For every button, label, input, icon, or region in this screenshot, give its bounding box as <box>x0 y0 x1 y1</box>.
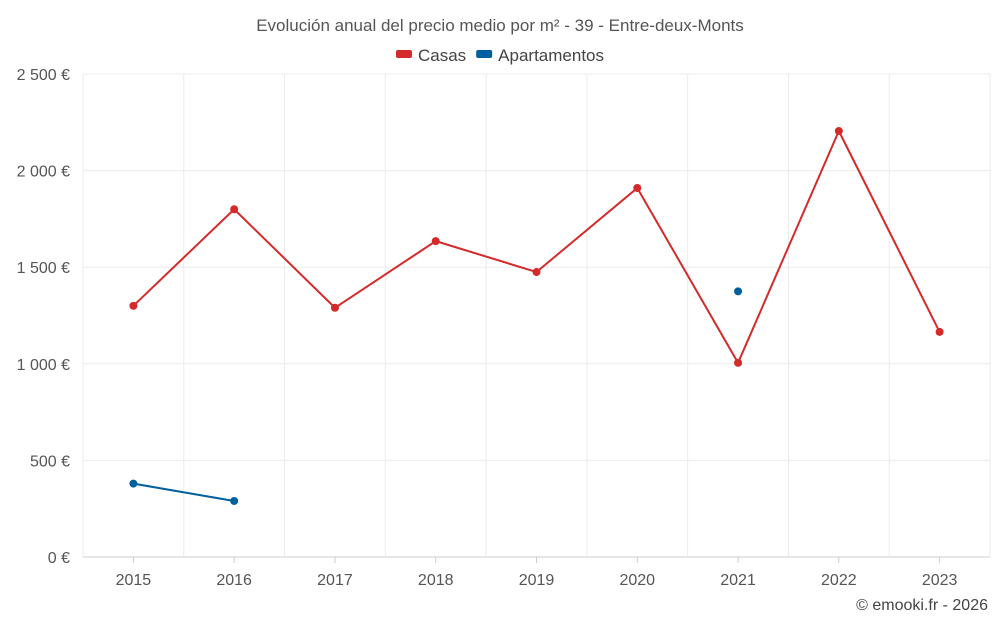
x-tick-label: 2017 <box>317 572 353 589</box>
legend-item-casas[interactable]: Casas <box>395 46 466 65</box>
legend-label-casas: Casas <box>418 46 466 65</box>
y-tick-label: 1 500 € <box>17 260 70 277</box>
series-line-casas <box>132 129 941 364</box>
y-tick-label: 0 € <box>48 550 70 567</box>
data-point-apartamentos-2015[interactable] <box>129 479 138 488</box>
data-point-apartamentos-2016[interactable] <box>230 496 239 505</box>
legend-swatch-apartamentos <box>476 50 493 58</box>
x-tick-label: 2022 <box>821 572 857 589</box>
series-lines <box>132 129 941 502</box>
legend-swatch-casas <box>395 50 412 58</box>
data-point-casas-2023[interactable] <box>935 327 944 336</box>
data-point-casas-2016[interactable] <box>230 205 239 214</box>
grid <box>82 73 991 558</box>
x-tick-label: 2015 <box>116 572 152 589</box>
legend: Casas Apartamentos <box>395 46 604 65</box>
data-point-casas-2015[interactable] <box>129 301 138 310</box>
data-point-casas-2020[interactable] <box>633 183 642 192</box>
data-point-casas-2018[interactable] <box>431 237 440 246</box>
y-tick-label: 1 000 € <box>17 357 70 374</box>
x-tick-label: 2020 <box>619 572 655 589</box>
series-line-apartamentos <box>133 482 235 502</box>
data-point-casas-2017[interactable] <box>330 303 339 312</box>
data-point-casas-2022[interactable] <box>834 126 843 135</box>
data-point-casas-2019[interactable] <box>532 268 541 277</box>
x-tick-label: 2016 <box>216 572 252 589</box>
y-axis: 0 € 500 € 1 000 € 1 500 € 2 000 € 2 500 € <box>17 67 70 567</box>
series-points <box>129 126 944 505</box>
legend-item-apartamentos[interactable]: Apartamentos <box>476 46 604 65</box>
data-point-apartamentos-2021[interactable] <box>734 287 743 296</box>
chart-title: Evolución anual del precio medio por m² … <box>256 16 744 35</box>
x-axis: 2015 2016 2017 2018 2019 2020 2021 2022 2023 <box>116 557 958 589</box>
y-tick-label: 2 500 € <box>17 67 70 84</box>
x-tick-label: 2019 <box>519 572 555 589</box>
y-tick-label: 500 € <box>30 453 70 470</box>
legend-label-apartamentos: Apartamentos <box>498 46 604 65</box>
y-tick-label: 2 000 € <box>17 164 70 181</box>
x-tick-label: 2018 <box>418 572 454 589</box>
x-tick-label: 2021 <box>720 572 756 589</box>
x-tick-label: 2023 <box>922 572 958 589</box>
credit-text: © emooki.fr - 2026 <box>856 597 988 614</box>
data-point-casas-2021[interactable] <box>734 358 743 367</box>
